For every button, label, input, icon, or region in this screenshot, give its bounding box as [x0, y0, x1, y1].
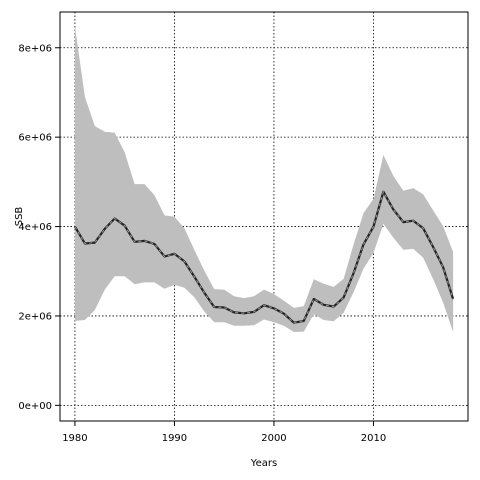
- x-axis: 1980 1990 2000 2010: [62, 421, 386, 444]
- confidence-band: [74, 26, 454, 333]
- y-tick-label: 6e+06: [18, 133, 52, 144]
- x-axis-title: Years: [250, 458, 277, 469]
- x-tick-label: 2000: [261, 433, 286, 444]
- y-tick-label: 8e+06: [18, 43, 52, 54]
- y-axis: 0e+00 2e+06 4e+06 6e+06 8e+06: [18, 43, 60, 412]
- plot-frame: [59, 11, 469, 422]
- y-tick-label: 4e+06: [18, 222, 52, 233]
- y-tick-label: 0e+00: [18, 401, 52, 412]
- ssb-series-line: [74, 190, 454, 324]
- x-tick-label: 1990: [162, 433, 187, 444]
- x-tick-label: 2010: [361, 433, 386, 444]
- y-axis-title: SSB: [14, 207, 25, 227]
- y-tick-label: 2e+06: [18, 311, 52, 322]
- x-tick-label: 1980: [62, 433, 87, 444]
